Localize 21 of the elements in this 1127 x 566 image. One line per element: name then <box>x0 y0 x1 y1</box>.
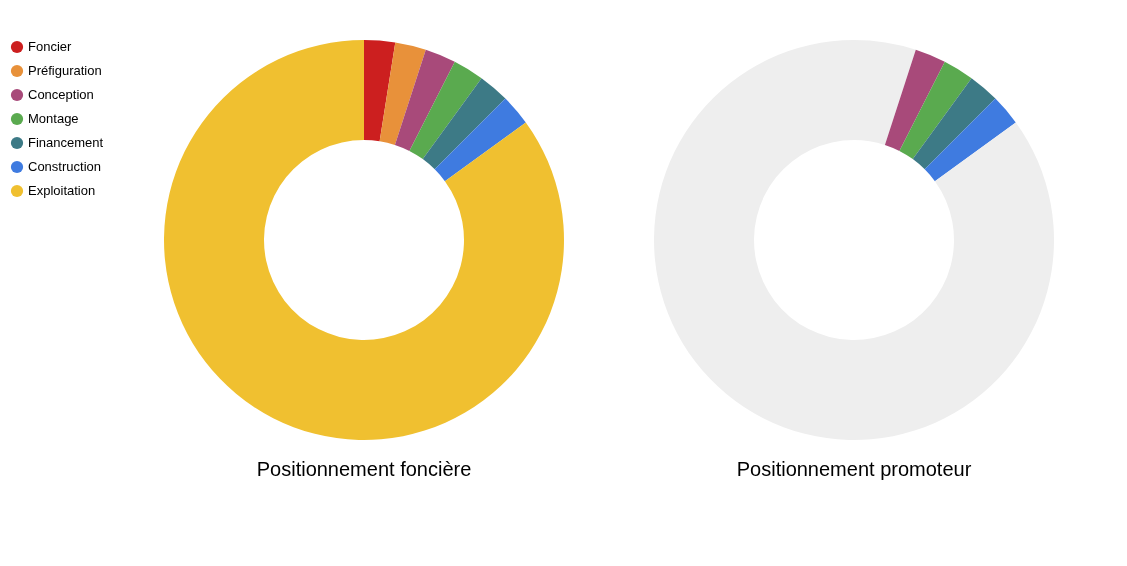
donut-slice <box>422 78 506 170</box>
donut-slice <box>884 49 945 151</box>
legend-label: Financement <box>28 135 104 150</box>
text: Positionnement foncière <box>256 458 472 480</box>
legend-label: Préfiguration <box>28 63 102 78</box>
legend-label: Foncier <box>28 39 73 54</box>
donut-slice <box>379 42 426 145</box>
legend-label: Construction <box>28 159 101 174</box>
text: Positionnement promoteur <box>736 458 972 480</box>
donut-slice <box>924 98 1016 182</box>
donut-slice <box>409 61 482 160</box>
donut-slice <box>164 40 564 440</box>
donut-slice <box>364 40 396 142</box>
donut-slice <box>899 61 972 160</box>
donut-slice <box>912 78 996 170</box>
legend-label: Conception <box>28 87 94 102</box>
donut-slice <box>434 98 526 182</box>
donut-slice <box>394 49 455 151</box>
legend-label: Exploitation <box>28 183 96 198</box>
legend-label: Montage <box>28 111 79 126</box>
donut-slice <box>654 40 1054 440</box>
